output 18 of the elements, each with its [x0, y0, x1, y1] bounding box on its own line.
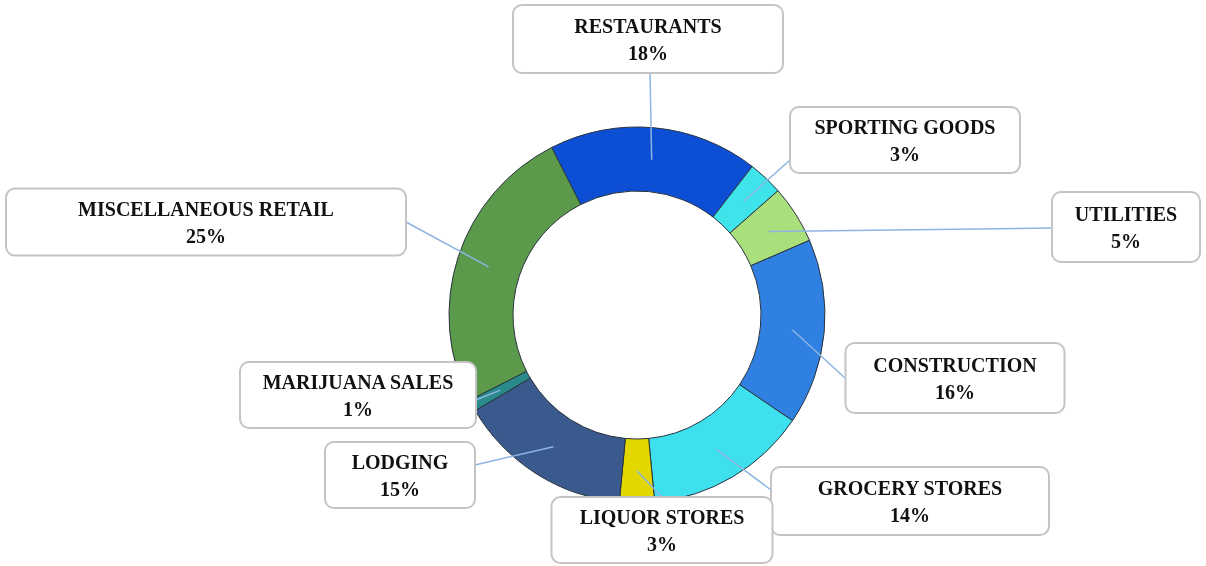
slice-label: CONSTRUCTION	[873, 354, 1038, 376]
slice-label: LODGING	[351, 451, 449, 473]
data-label: 25%	[186, 225, 226, 247]
slice-label: MISCELLANEOUS RETAIL	[78, 198, 334, 220]
slice-label: LIQUOR STORES	[579, 506, 745, 528]
data-label: 3%	[890, 143, 920, 165]
data-label: 16%	[935, 381, 975, 403]
slice-label: RESTAURANTS	[574, 15, 722, 37]
data-label: 1%	[343, 398, 373, 420]
slice-label: SPORTING GOODS	[814, 116, 996, 138]
data-label: 15%	[380, 478, 420, 500]
data-label: 14%	[890, 504, 930, 526]
data-label: 18%	[628, 42, 668, 64]
slice-label: UTILITIES	[1074, 203, 1178, 225]
slice-label: MARIJUANA SALES	[262, 371, 454, 393]
data-label: 3%	[647, 533, 677, 555]
data-label: 5%	[1111, 230, 1141, 252]
slice-label: GROCERY STORES	[817, 477, 1003, 499]
